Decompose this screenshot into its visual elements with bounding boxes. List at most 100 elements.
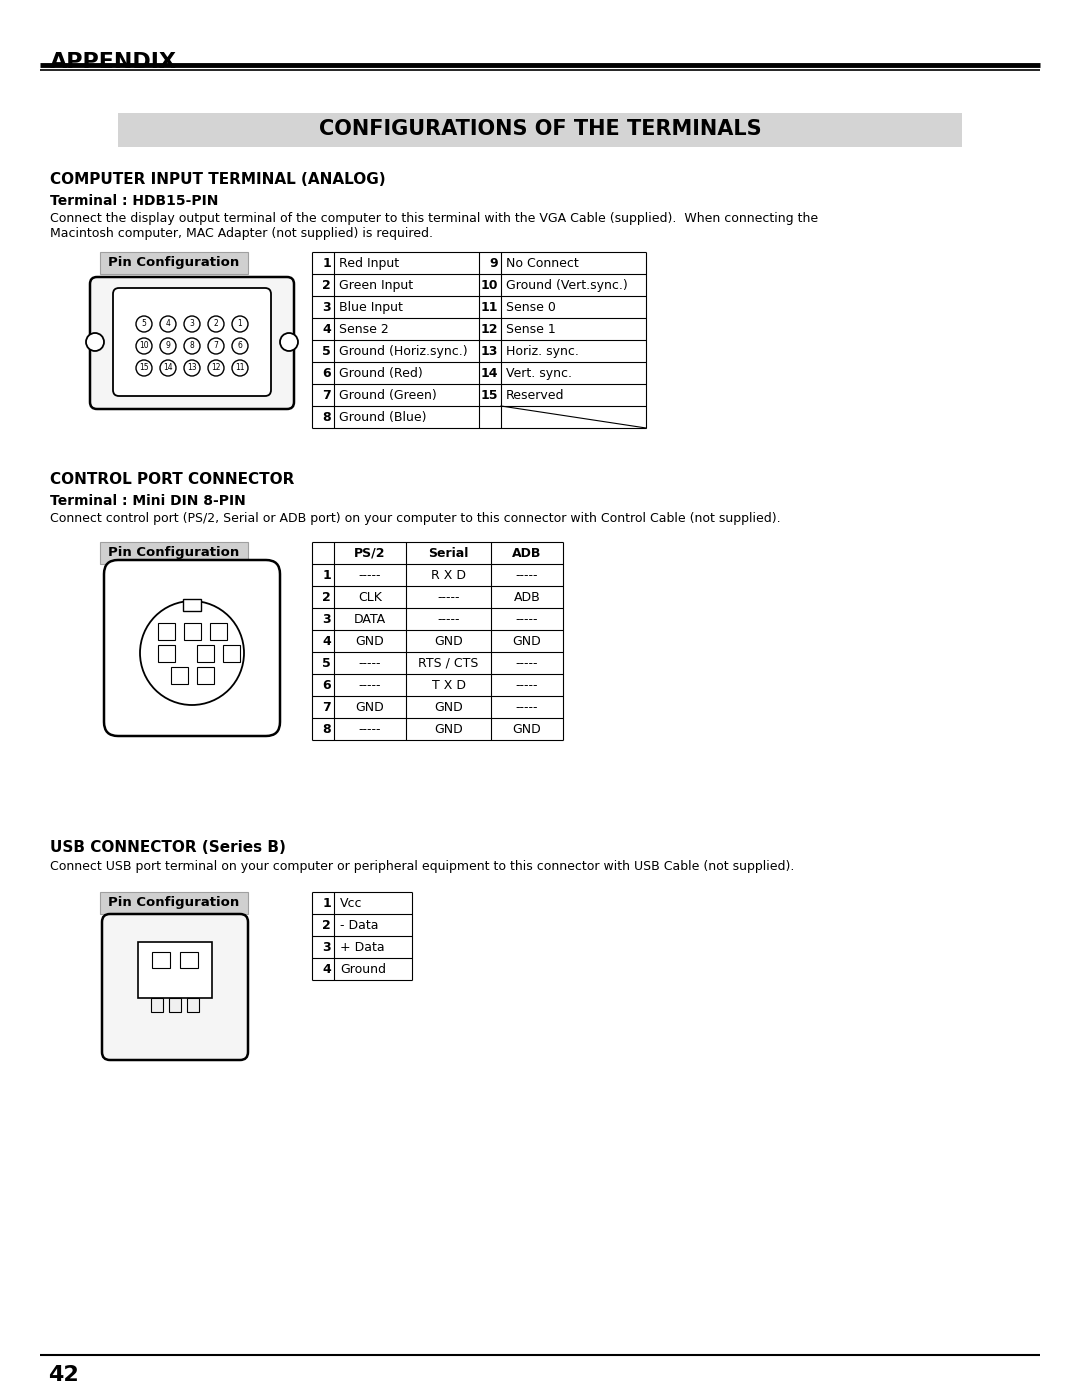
FancyBboxPatch shape [90,277,294,409]
Text: T X D: T X D [432,679,465,692]
Text: - Data: - Data [340,919,378,932]
Text: 8: 8 [190,341,194,351]
Text: Green Input: Green Input [339,279,414,292]
Text: Ground (Red): Ground (Red) [339,367,422,380]
Text: No Connect: No Connect [507,257,579,270]
Text: 8: 8 [322,724,330,736]
Text: 1: 1 [238,320,242,328]
Text: GND: GND [434,701,463,714]
Text: -----: ----- [437,613,460,626]
Bar [180,951,198,968]
Text: APPENDIX: APPENDIX [50,52,177,73]
Text: 11: 11 [481,300,498,314]
Text: -----: ----- [516,701,538,714]
Bar [171,666,188,685]
Text: 12: 12 [212,363,220,373]
Circle shape [184,316,200,332]
Text: GND: GND [434,636,463,648]
Text: 3: 3 [322,300,330,314]
Text: Terminal : HDB15-PIN: Terminal : HDB15-PIN [50,194,218,208]
Bar [158,645,175,662]
Text: Blue Input: Blue Input [339,300,403,314]
Text: Connect the display output terminal of the computer to this terminal with the VG: Connect the display output terminal of t… [50,212,819,225]
Circle shape [208,316,224,332]
Text: 13: 13 [187,363,197,373]
Text: Connect USB port terminal on your computer or peripheral equipment to this conne: Connect USB port terminal on your comput… [50,861,795,873]
Text: GND: GND [355,636,384,648]
Text: GND: GND [434,724,463,736]
Text: 6: 6 [322,679,330,692]
Text: 2: 2 [322,279,330,292]
Text: ADB: ADB [514,591,540,604]
Bar [100,893,248,914]
Text: 9: 9 [489,257,498,270]
Text: 4: 4 [322,636,330,648]
Text: 12: 12 [481,323,498,337]
Text: GND: GND [355,701,384,714]
Text: Macintosh computer, MAC Adapter (not supplied) is required.: Macintosh computer, MAC Adapter (not sup… [50,226,433,240]
Circle shape [184,360,200,376]
Text: 6: 6 [238,341,242,351]
Text: 15: 15 [481,388,498,402]
Text: COMPUTER INPUT TERMINAL (ANALOG): COMPUTER INPUT TERMINAL (ANALOG) [50,172,386,187]
Bar [183,599,201,610]
Text: Pin Configuration: Pin Configuration [108,546,240,559]
Text: 2: 2 [158,951,164,961]
Circle shape [136,338,152,353]
Text: Serial: Serial [429,548,469,560]
Circle shape [160,338,176,353]
Circle shape [160,316,176,332]
Text: USB CONNECTOR (Series B): USB CONNECTOR (Series B) [50,840,286,855]
FancyBboxPatch shape [113,288,271,395]
Text: R X D: R X D [431,569,465,583]
FancyBboxPatch shape [104,560,280,736]
Text: Ground: Ground [340,963,386,977]
Bar [118,113,962,147]
Text: 4: 4 [202,650,207,658]
Text: 1: 1 [322,569,330,583]
Text: 4: 4 [165,320,171,328]
Text: Terminal : Mini DIN 8-PIN: Terminal : Mini DIN 8-PIN [50,495,246,509]
Bar [151,997,163,1011]
Text: 6: 6 [322,367,330,380]
Text: 7: 7 [214,341,218,351]
Circle shape [208,338,224,353]
Bar [168,997,181,1011]
Circle shape [184,338,200,353]
FancyBboxPatch shape [102,914,248,1060]
Circle shape [280,332,298,351]
Text: PS/2: PS/2 [354,548,386,560]
Text: ADB: ADB [512,548,542,560]
Text: 2: 2 [214,320,218,328]
Text: 4: 4 [322,323,330,337]
Text: Horiz. sync.: Horiz. sync. [507,345,579,358]
Text: 10: 10 [481,279,498,292]
Bar [210,623,227,640]
Text: 1: 1 [322,897,330,909]
Bar [138,942,212,997]
Bar [100,542,248,564]
Text: 5: 5 [141,320,147,328]
Text: -----: ----- [516,613,538,626]
Circle shape [208,360,224,376]
Text: 5: 5 [163,650,168,658]
Circle shape [136,316,152,332]
Bar [197,645,214,662]
Text: -----: ----- [359,569,381,583]
Text: Vert. sync.: Vert. sync. [507,367,572,380]
Text: DATA: DATA [354,613,386,626]
Text: Sense 0: Sense 0 [507,300,556,314]
Bar [152,951,170,968]
Text: Reserved: Reserved [507,388,565,402]
Text: 6: 6 [215,627,221,637]
Text: 5: 5 [322,345,330,358]
Text: CONTROL PORT CONNECTOR: CONTROL PORT CONNECTOR [50,472,295,488]
Bar [100,251,248,274]
Text: Sense 2: Sense 2 [339,323,389,337]
Circle shape [232,338,248,353]
Text: Pin Configuration: Pin Configuration [108,256,240,270]
Text: 42: 42 [48,1365,79,1384]
Text: 7: 7 [322,701,330,714]
Text: Vcc: Vcc [340,897,363,909]
Text: 3: 3 [228,650,234,658]
